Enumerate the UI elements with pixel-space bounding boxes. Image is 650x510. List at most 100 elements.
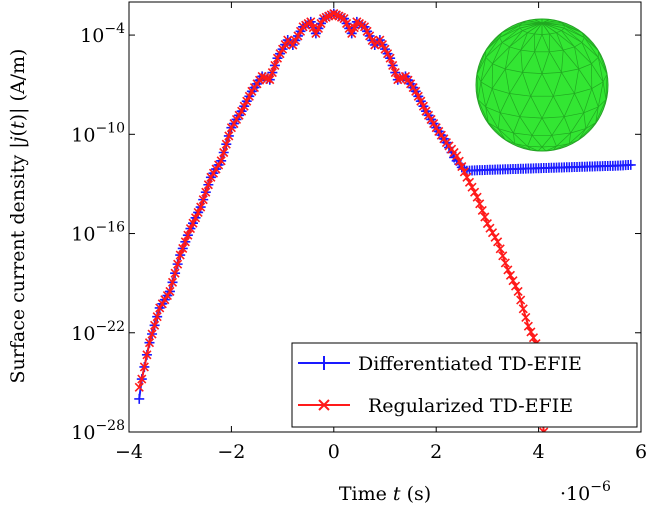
- mesh-edge: [534, 19, 543, 24]
- data-point: [347, 28, 357, 38]
- mesh-edge: [497, 128, 506, 140]
- mesh-edge: [488, 122, 506, 141]
- mesh-edge: [513, 132, 528, 147]
- legend-entry-regularized: Regularized TD-EFIE: [298, 395, 573, 417]
- data-point: [147, 329, 157, 339]
- data-point: [260, 72, 270, 83]
- data-point: [306, 17, 316, 27]
- mesh-edge: [480, 81, 487, 107]
- mesh-edge: [501, 25, 520, 33]
- mesh-edge: [522, 72, 543, 74]
- mesh-edge: [531, 117, 543, 136]
- mesh-edge: [519, 22, 523, 26]
- mesh-edge: [591, 88, 599, 108]
- mesh-edge: [574, 42, 583, 48]
- mesh-edge: [549, 32, 557, 35]
- legend-entry-differentiated: Differentiated TD-EFIE: [298, 353, 582, 375]
- mesh-edge: [583, 88, 593, 113]
- mesh-edge: [476, 57, 487, 75]
- data-point: [173, 259, 183, 269]
- mesh-edge: [585, 122, 596, 129]
- mesh-edge: [564, 112, 584, 118]
- mesh-edge: [505, 139, 515, 144]
- mesh-edge: [561, 30, 583, 43]
- tick-labels: −4 −2 0 2 4 6 10−28 10−22 10−16 10−10 10−4: [71, 21, 647, 463]
- data-point: [539, 427, 549, 432]
- mesh-edge: [497, 112, 501, 129]
- mesh-edge: [519, 96, 532, 117]
- mesh-edge: [595, 99, 607, 123]
- mesh-edge: [584, 37, 599, 58]
- mesh-edge: [522, 72, 532, 97]
- data-point: [270, 60, 280, 70]
- mesh-edge: [504, 46, 510, 70]
- mesh-edge: [522, 22, 543, 31]
- legend-marker-plus: [317, 356, 331, 370]
- data-point: [528, 333, 539, 343]
- mesh-edge: [513, 132, 533, 136]
- data-point: [452, 151, 462, 161]
- data-point: [365, 31, 375, 41]
- mesh-edge: [561, 22, 583, 33]
- data-point: [462, 172, 472, 182]
- mesh-edge: [574, 46, 580, 70]
- mesh-edge: [514, 143, 528, 147]
- data-point: [206, 172, 216, 182]
- data-point: [216, 156, 226, 166]
- mesh-edge: [541, 22, 550, 35]
- mesh-edge: [581, 42, 599, 58]
- data-point: [185, 224, 196, 234]
- data-point: [226, 123, 236, 133]
- mesh-edge: [574, 46, 592, 65]
- x-tick-label: −2: [217, 441, 245, 463]
- mesh-edge: [509, 72, 523, 94]
- mesh-edge: [509, 32, 528, 48]
- data-point: [457, 161, 467, 172]
- mesh-edge: [477, 99, 489, 123]
- mesh-edge: [556, 20, 562, 24]
- mesh-edge: [537, 146, 543, 152]
- mesh-edge: [598, 99, 607, 108]
- mesh-edge: [509, 93, 521, 117]
- mesh-edge: [541, 22, 562, 31]
- mesh-edge: [513, 132, 516, 144]
- data-point: [134, 393, 145, 404]
- mesh-edge: [583, 106, 599, 114]
- mesh-edge: [485, 42, 503, 58]
- mesh-edge: [530, 73, 543, 97]
- mesh-edge: [501, 42, 510, 48]
- x-tick-label: 2: [430, 441, 442, 463]
- mesh-edge: [530, 96, 543, 119]
- mesh-edge: [527, 145, 531, 151]
- x-tick-label: 4: [533, 441, 545, 463]
- mesh-edge: [564, 27, 585, 38]
- mesh-edge: [551, 132, 571, 136]
- mesh-edge: [530, 149, 539, 152]
- mesh-edge: [485, 57, 493, 65]
- data-point: [508, 276, 518, 286]
- mesh-edge: [549, 33, 564, 51]
- mesh-edge: [514, 143, 531, 151]
- mesh-edge: [527, 20, 543, 24]
- mesh-edge: [519, 116, 533, 136]
- mesh-edge: [480, 57, 487, 82]
- mesh-edge: [561, 22, 565, 26]
- mesh-edge: [492, 46, 510, 65]
- mesh-edge: [541, 146, 547, 152]
- mesh-edge: [597, 81, 604, 107]
- data-point: [221, 139, 231, 149]
- data-point: [208, 168, 219, 178]
- data-point: [472, 192, 482, 202]
- mesh-edge: [527, 22, 543, 33]
- mesh-edge: [541, 51, 550, 74]
- mesh-edge: [605, 74, 608, 100]
- data-point: [518, 304, 528, 314]
- data-point: [521, 312, 531, 323]
- mesh-edge: [509, 93, 531, 97]
- mesh-edge: [541, 22, 557, 33]
- data-point: [224, 131, 234, 141]
- mesh-edge: [527, 32, 535, 35]
- data-point: [144, 338, 155, 348]
- sphere-mesh-lines: [476, 18, 608, 152]
- data-point: [467, 182, 477, 192]
